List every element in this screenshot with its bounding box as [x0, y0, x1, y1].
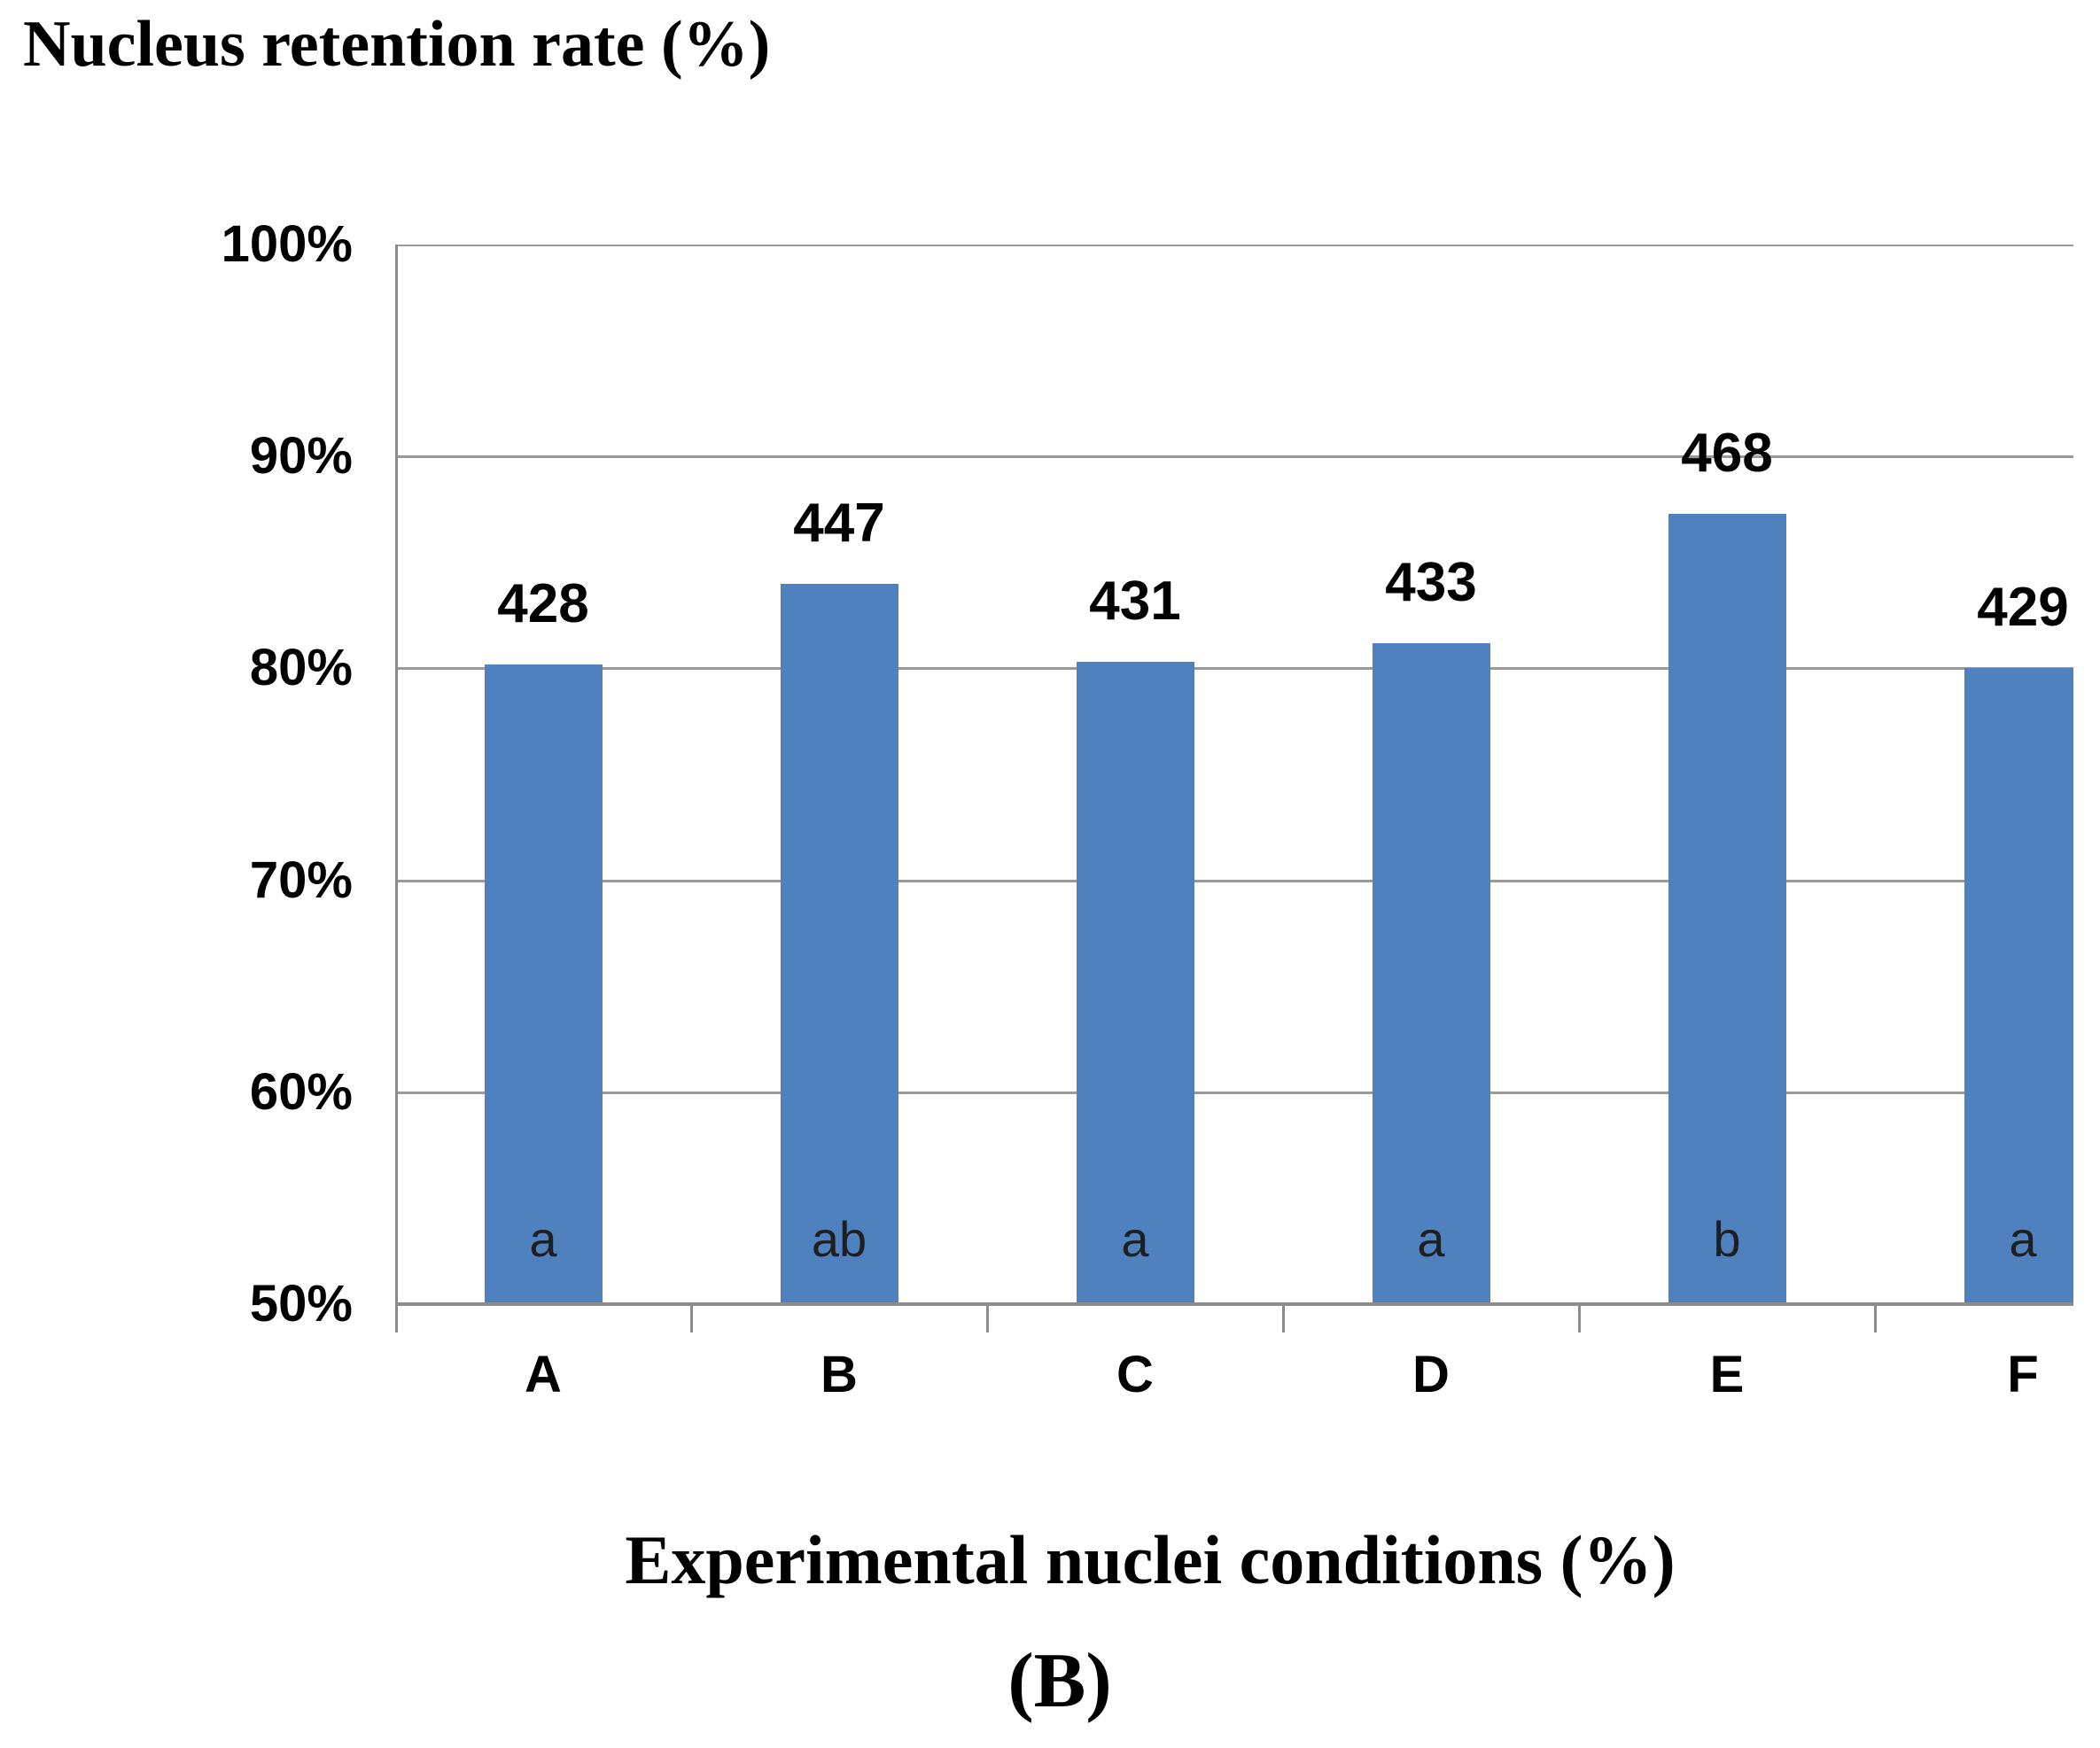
x-axis-tick — [690, 1304, 693, 1332]
gridline — [395, 1091, 2073, 1094]
bar-C — [1076, 662, 1194, 1304]
y-axis-line — [395, 245, 398, 1332]
bar-E — [1668, 513, 1786, 1304]
category-label: B — [821, 1346, 858, 1403]
bar-B — [780, 583, 898, 1304]
y-tick-label: 50% — [249, 1275, 353, 1332]
significance-letter: a — [1417, 1211, 1445, 1267]
x-axis-tick — [1282, 1304, 1285, 1332]
gridline — [395, 667, 2073, 671]
bar-F — [1964, 668, 2073, 1304]
bar-D — [1372, 642, 1490, 1304]
figure-caption: (B) — [1007, 1638, 1112, 1724]
significance-letter: a — [2009, 1211, 2037, 1267]
gridline — [395, 879, 2073, 882]
gridline — [395, 245, 2073, 246]
bar-value-label: 429 — [1977, 577, 2069, 639]
significance-letter: b — [1713, 1211, 1741, 1267]
plot-area — [395, 245, 2073, 1336]
x-axis-tick — [1874, 1304, 1877, 1332]
significance-letter: ab — [811, 1211, 867, 1267]
bar-value-label: 431 — [1089, 571, 1181, 633]
significance-letter: a — [1121, 1211, 1149, 1267]
category-label: A — [525, 1346, 562, 1403]
x-axis-tick — [986, 1304, 989, 1332]
x-axis-line — [395, 1302, 2073, 1306]
bar-value-label: 428 — [497, 572, 589, 634]
chart-title: Nucleus retention rate (%) — [23, 8, 771, 81]
x-axis-title: Experimental nuclei conditions (%) — [625, 1521, 1676, 1598]
bar-value-label: 447 — [793, 492, 885, 554]
y-tick-label: 90% — [249, 427, 353, 486]
bar-value-label: 468 — [1681, 422, 1773, 484]
bar-value-label: 433 — [1385, 551, 1477, 613]
y-tick-label: 70% — [249, 851, 353, 909]
y-tick-label: 80% — [249, 639, 353, 697]
category-label: D — [1412, 1346, 1450, 1403]
category-label: E — [1709, 1346, 1745, 1403]
y-tick-label: 100% — [221, 215, 353, 273]
significance-letter: a — [529, 1211, 557, 1267]
bar-A — [484, 664, 603, 1304]
category-label: C — [1116, 1346, 1154, 1403]
y-tick-label: 60% — [249, 1062, 353, 1121]
gridline — [395, 455, 2073, 459]
category-label: F — [2007, 1346, 2039, 1403]
x-axis-tick — [1578, 1304, 1581, 1332]
